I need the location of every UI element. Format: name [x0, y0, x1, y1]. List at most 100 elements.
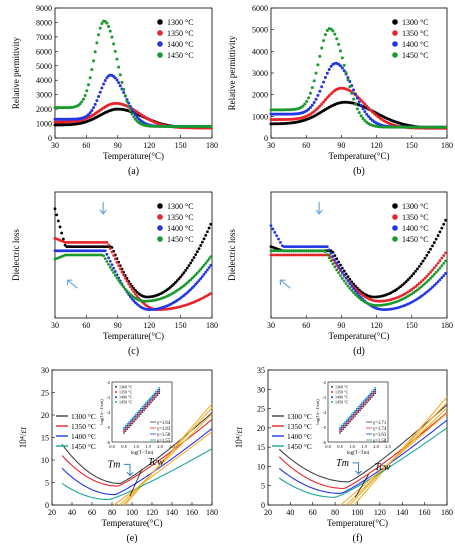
legend-label: 1300 °C [167, 18, 194, 27]
inset-point [146, 402, 149, 404]
data-point [314, 71, 318, 75]
data-point [207, 266, 211, 270]
inset-y-tick-label: -4 [106, 410, 110, 415]
data-point [118, 84, 122, 88]
panel-letter: (a) [128, 166, 139, 177]
y-tick-label: 8000 [36, 18, 52, 27]
data-point [122, 91, 126, 95]
series-1300 °C [53, 207, 213, 299]
inset-point [339, 428, 341, 431]
data-point [355, 294, 359, 298]
inset-point [369, 398, 372, 400]
data-point [436, 261, 440, 265]
inset-x-tick-label: 0.5 [121, 444, 127, 449]
data-point [316, 93, 320, 97]
inset-point [342, 422, 345, 425]
data-point [118, 267, 122, 271]
x-tick-label: 150 [175, 321, 187, 330]
inset-legend-label: 1350 °C [119, 390, 133, 395]
inset-point [362, 400, 365, 403]
gamma-label: γ=1.63 [373, 433, 387, 438]
inset-y-tick-label: -6 [106, 440, 110, 445]
inset-point [124, 426, 127, 429]
legend-label: 1300 °C [287, 412, 312, 421]
legend-label: 1300 °C [71, 412, 96, 421]
data-point [195, 271, 199, 275]
inset-point [149, 401, 152, 404]
data-point [177, 277, 181, 281]
inset-point [367, 394, 370, 397]
inset-point [148, 398, 151, 401]
inset-point [352, 413, 355, 416]
legend-marker [392, 19, 398, 25]
inset-point [133, 420, 135, 423]
inset-point [364, 398, 367, 401]
inset-point [347, 419, 350, 421]
inset-point [371, 394, 373, 397]
data-point [112, 266, 116, 270]
data-point [425, 290, 429, 294]
inset-point [360, 403, 363, 406]
data-point [417, 264, 421, 268]
data-point [107, 262, 110, 266]
inset-point [149, 400, 152, 402]
data-point [199, 277, 203, 280]
x-tick-label: 30 [267, 321, 275, 330]
y-tick-label: 5000 [36, 62, 52, 71]
inset-point [155, 394, 157, 397]
gamma-label: γ=1.83 [157, 427, 171, 432]
x-tick-label: 160 [419, 508, 431, 517]
legend-label: 1450 °C [167, 51, 194, 60]
inset-point [139, 411, 142, 414]
data-point [90, 108, 94, 112]
x-tick-label: 60 [302, 321, 310, 330]
inset-point [149, 398, 152, 401]
data-point [205, 230, 209, 234]
x-tick-label: 30 [51, 141, 59, 150]
x-tick-label: 180 [441, 321, 453, 330]
legend-label: 1450 °C [167, 235, 194, 244]
data-point [316, 106, 320, 110]
data-point [327, 94, 331, 98]
data-point [202, 237, 206, 241]
inset-point [372, 394, 375, 397]
data-point [318, 89, 322, 93]
data-point [361, 100, 365, 104]
inset-point [151, 396, 154, 399]
series-line [61, 448, 213, 501]
inset-point [354, 411, 357, 414]
inset-point [153, 394, 156, 397]
inset-point [371, 390, 373, 393]
data-point [123, 276, 127, 280]
inset-point [139, 413, 142, 415]
data-point [105, 21, 109, 25]
inset-point [350, 417, 353, 419]
data-point [200, 240, 204, 244]
legend-marker [392, 203, 398, 209]
inset-point [128, 424, 130, 427]
inset-point [349, 420, 351, 423]
data-point [348, 282, 352, 286]
data-point [431, 274, 434, 278]
legend-marker [157, 225, 163, 231]
inset-point [355, 407, 358, 410]
inset-x-tick-label: 1.5 [361, 444, 367, 449]
y-tick-label: 10 [257, 462, 265, 471]
data-point [342, 273, 346, 277]
inset-legend-label: 1350 °C [335, 390, 349, 395]
inset-x-tick-label: 1.0 [349, 444, 355, 449]
data-point [342, 279, 346, 283]
x-tick-label: 150 [406, 141, 418, 150]
inset-point [345, 422, 348, 425]
data-point [421, 278, 425, 282]
data-point [346, 284, 350, 288]
data-point [199, 244, 203, 247]
data-point [122, 87, 126, 91]
legend-marker [392, 236, 398, 242]
data-point [125, 279, 129, 283]
x-tick-label: 90 [114, 321, 122, 330]
legend-marker [392, 52, 398, 58]
data-point [429, 287, 432, 291]
data-point [189, 261, 193, 265]
